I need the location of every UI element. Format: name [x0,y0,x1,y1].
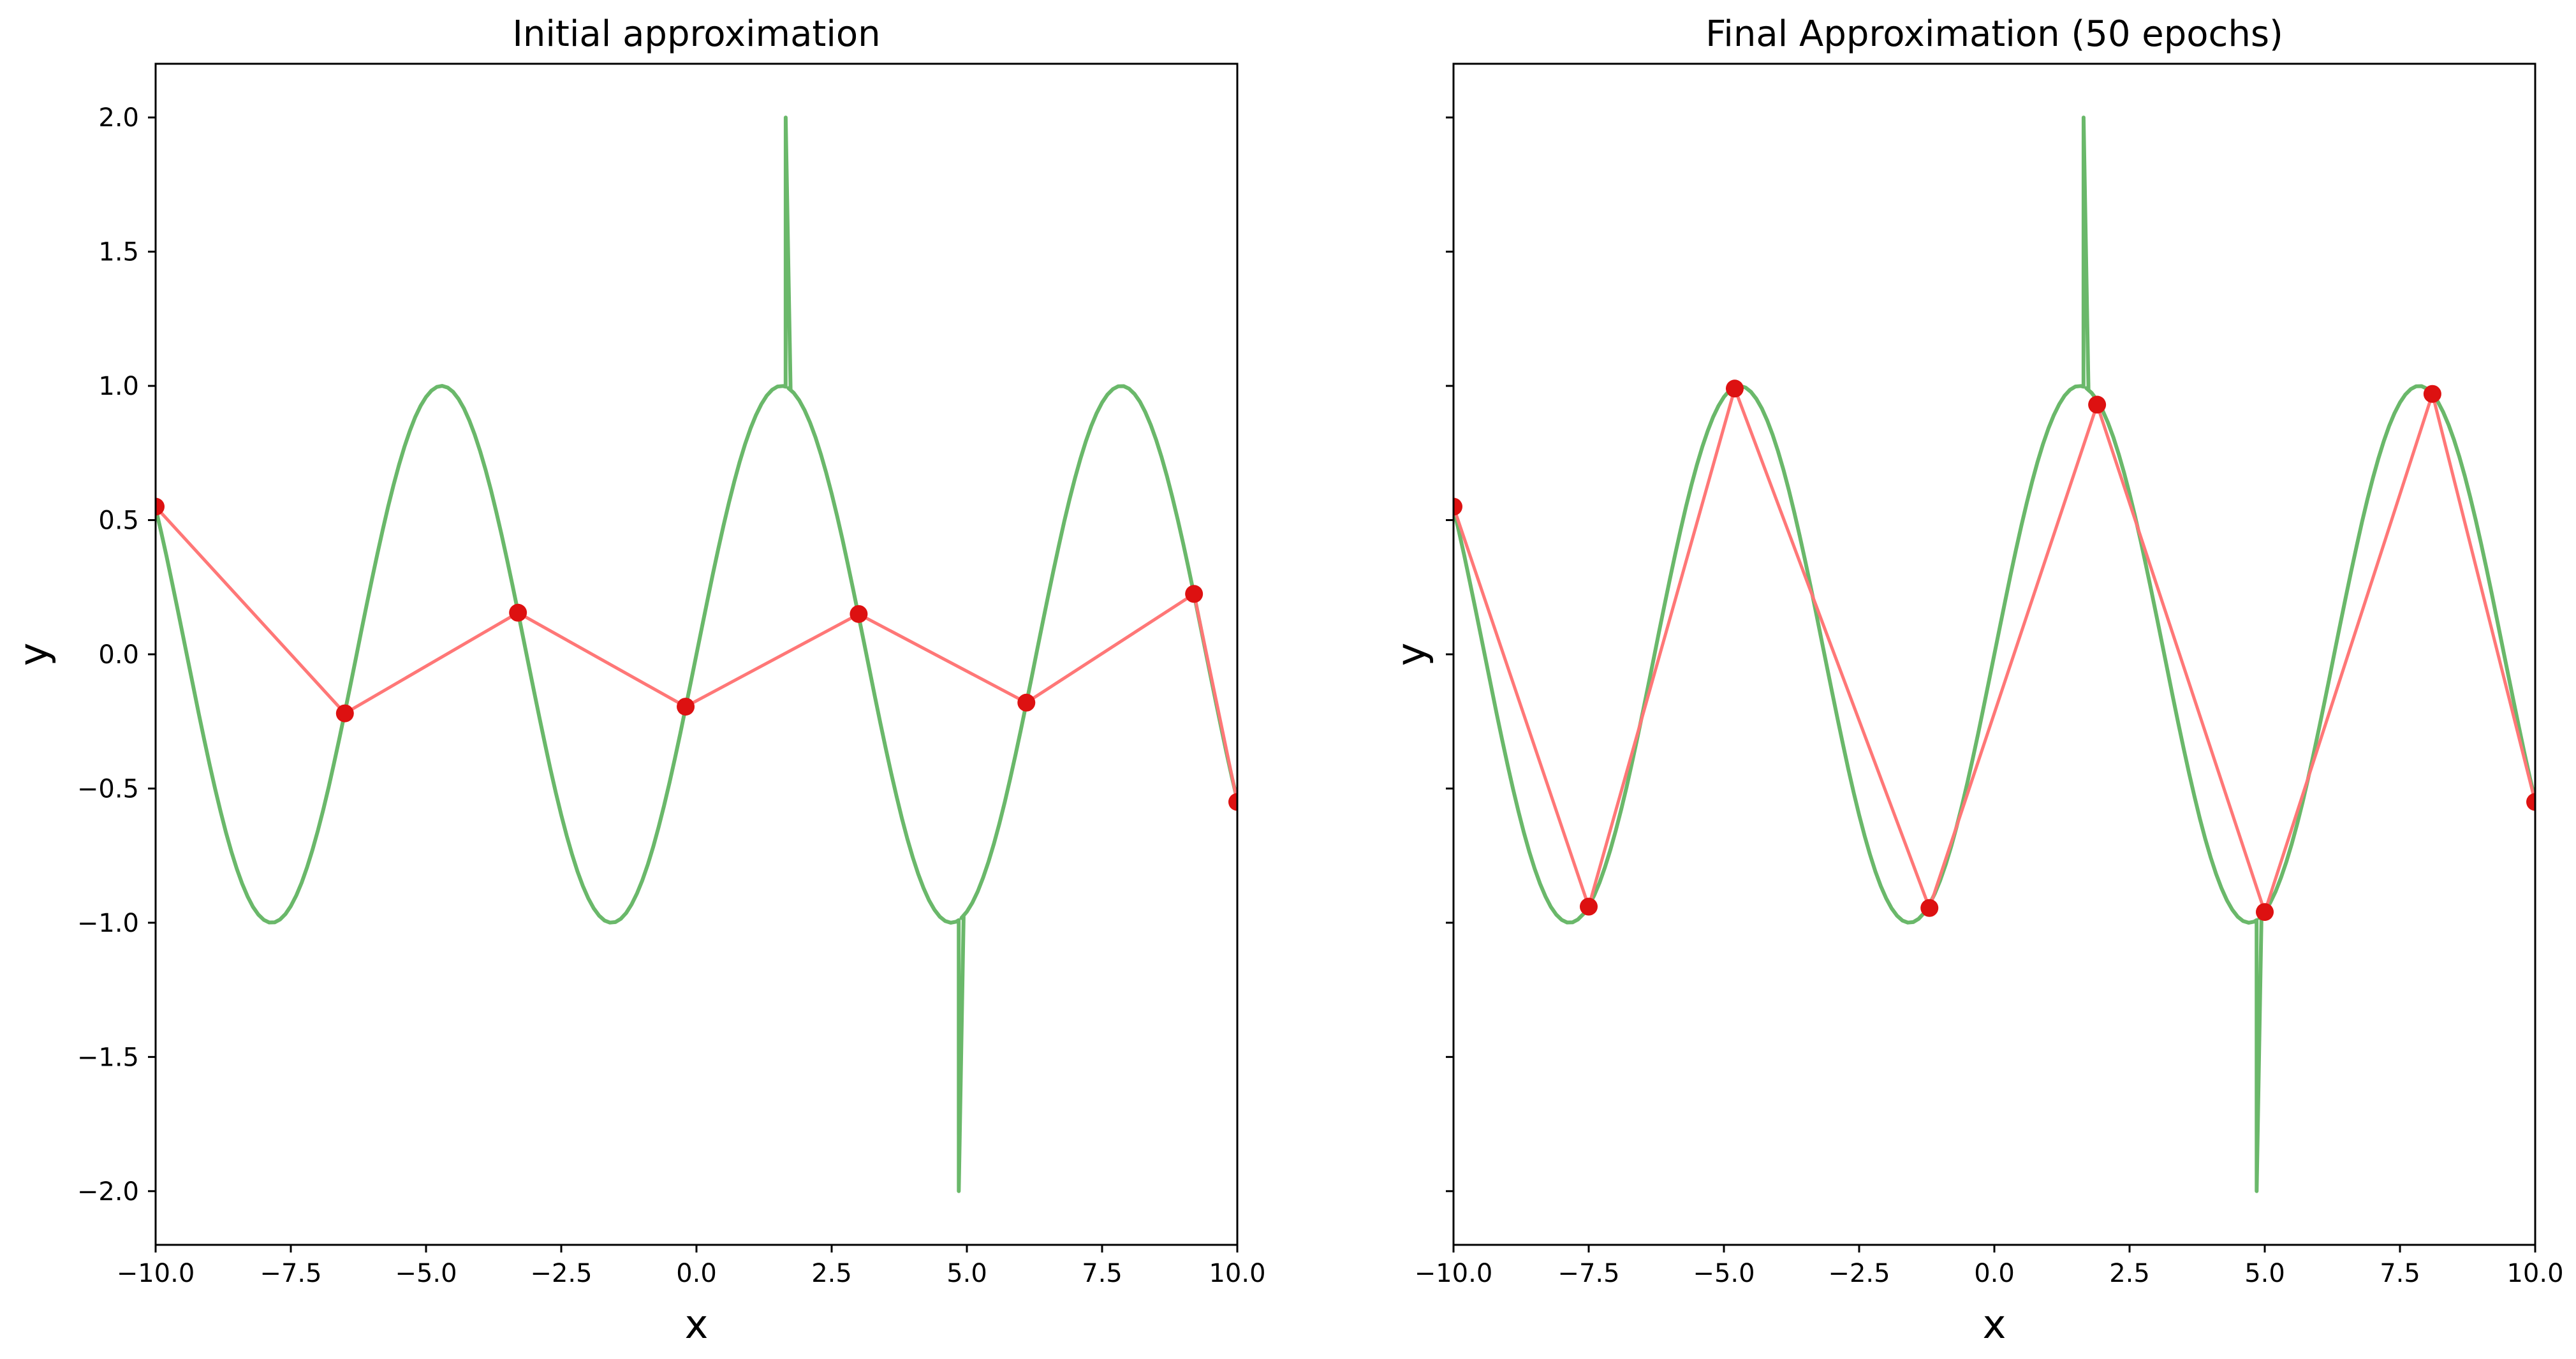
x-tick-label: 10.0 [1209,1259,1265,1288]
y-tick-label: −1.0 [77,909,139,938]
x-tick-label: 5.0 [2244,1259,2285,1288]
x-tick-label: −5.0 [395,1259,457,1288]
x-tick-label: −7.5 [1557,1259,1619,1288]
y-axis-label: y [10,643,57,666]
x-tick-label: 10.0 [2506,1259,2563,1288]
approximation-point-6 [2423,385,2441,403]
x-tick-label: 0.0 [676,1259,717,1288]
x-axis-label: x [685,1301,709,1348]
target-curve [1454,115,2535,1193]
approximation-point-6 [1185,585,1203,603]
y-axis-label: y [1388,643,1434,666]
approximation-point-3 [1920,899,1939,917]
approximation-point-1 [335,704,354,723]
chart-title: Initial approximation [512,13,880,55]
y-tick-label: 1.0 [98,372,139,401]
approximation-point-0 [1454,497,1462,516]
y-tick-label: 1.5 [98,238,139,267]
approximation-line [156,505,1237,803]
x-axis-label: x [1983,1301,2006,1348]
approximation-point-0 [156,497,165,516]
approximation-point-2 [1725,379,1744,398]
x-tick-label: 7.5 [1082,1259,1122,1288]
plot-area [1454,115,2535,1193]
x-tick-label: 5.0 [946,1259,987,1288]
x-tick-label: −2.5 [530,1259,592,1288]
approximation-point-7 [2526,793,2535,811]
approximation-point-2 [509,603,527,622]
y-tick-label: −0.5 [77,774,139,804]
y-tick-label: 0.5 [98,506,139,536]
chart-title: Final Approximation (50 epochs) [1705,13,2283,55]
approximation-point-4 [850,605,868,623]
approximation-point-3 [677,698,695,716]
approximation-point-5 [2256,903,2274,922]
x-tick-label: 2.5 [2109,1259,2150,1288]
chart-panel-left: −10.0 −7.5 −5.0 −2.5 0.0 2.5 5.0 7.5 10.0 −2.0 −1.… [10,13,1266,1348]
approximation-point-4 [2088,395,2107,414]
x-tick-label: −10.0 [1415,1259,1493,1288]
x-tick-label: −2.5 [1828,1259,1890,1288]
x-tick-label: 0.0 [1974,1259,2015,1288]
y-tick-label: −1.5 [77,1043,139,1072]
x-tick-label: −5.0 [1693,1259,1755,1288]
approximation-point-7 [1228,793,1237,811]
x-tick-label: 7.5 [2380,1259,2420,1288]
y-tick-label: 0.0 [98,640,139,670]
y-tick-label: 2.0 [98,103,139,133]
x-tick-label: −7.5 [260,1259,321,1288]
y-tick-label: −2.0 [77,1177,139,1207]
approximation-line [1454,386,2535,914]
approximation-point-1 [1580,897,1598,916]
approximation-point-5 [1017,693,1036,712]
x-tick-label: 2.5 [811,1259,852,1288]
chart-panel-right: −10.0 −7.5 −5.0 −2.5 0.0 2.5 5.0 7.5 10.0 Final A… [1388,13,2564,1348]
target-curve [156,115,1237,1193]
plot-area [156,115,1237,1193]
x-tick-label: −10.0 [117,1259,195,1288]
